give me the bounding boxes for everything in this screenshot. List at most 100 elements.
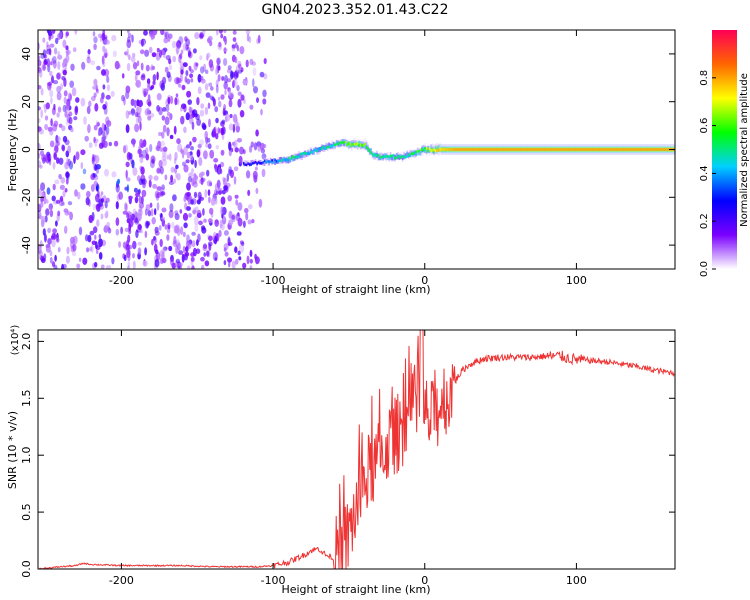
- noise-speck: [96, 121, 100, 127]
- noise-speck: [118, 191, 123, 200]
- ridge-cell: [389, 155, 392, 161]
- noise-speck: [145, 153, 150, 161]
- ridge-cell: [565, 148, 567, 151]
- ridge-cell: [380, 155, 383, 159]
- ridge-cell: [436, 143, 438, 155]
- noise-speck: [62, 104, 67, 113]
- ridge-cell: [448, 148, 450, 151]
- noise-speck: [223, 30, 227, 34]
- noise-speck: [97, 190, 100, 198]
- ridge-cell: [497, 148, 500, 151]
- noise-speck: [214, 236, 217, 245]
- ridge-cell: [253, 161, 255, 165]
- noise-speck: [121, 94, 125, 102]
- ridge-cell: [512, 148, 515, 151]
- noise-speck: [197, 191, 202, 200]
- noise-speck: [54, 47, 58, 55]
- noise-speck: [226, 78, 232, 83]
- noise-speck: [40, 192, 45, 198]
- noise-speck: [134, 123, 140, 133]
- noise-speck: [183, 126, 187, 134]
- noise-speck: [80, 149, 86, 156]
- ridge-cell: [431, 149, 434, 152]
- noise-speck: [201, 122, 206, 129]
- ridge-cell: [301, 152, 303, 160]
- noise-speck: [41, 154, 47, 162]
- noise-speck: [137, 115, 142, 124]
- ridge-cell: [401, 154, 404, 162]
- noise-speck: [186, 151, 191, 159]
- ridge-cell: [284, 158, 287, 162]
- y-tick-label: 0: [20, 146, 33, 153]
- noise-speck: [231, 214, 235, 220]
- noise-speck: [196, 149, 201, 158]
- noise-speck: [179, 209, 183, 214]
- noise-speck: [125, 110, 130, 119]
- ridge-cell: [631, 148, 633, 151]
- ridge-cell: [391, 155, 393, 160]
- noise-speck: [57, 51, 61, 56]
- noise-speck: [58, 157, 64, 165]
- ridge-cell: [275, 160, 278, 163]
- noise-speck: [187, 176, 192, 183]
- ridge-cell: [347, 142, 350, 145]
- noise-speck: [189, 141, 192, 146]
- ridge-cell: [376, 150, 378, 158]
- noise-speck: [188, 106, 192, 114]
- ridge-cell: [394, 156, 396, 160]
- ridge-cell: [649, 148, 651, 151]
- ridge-cell: [331, 140, 333, 148]
- noise-speck: [49, 209, 54, 218]
- noise-speck: [152, 65, 155, 70]
- ridge-cell: [400, 151, 402, 159]
- ridge-cell: [268, 160, 270, 166]
- noise-speck: [156, 202, 160, 211]
- noise-speck: [94, 103, 99, 112]
- ridge-cell: [514, 148, 516, 151]
- noise-speck: [258, 198, 263, 208]
- ridge-cell: [614, 148, 617, 151]
- noise-speck: [165, 30, 169, 35]
- noise-speck: [180, 69, 184, 75]
- noise-speck: [228, 261, 231, 268]
- ridge-cell: [427, 146, 429, 151]
- ridge-cell: [650, 148, 653, 151]
- noise-speck: [223, 260, 227, 266]
- ridge-cell: [641, 148, 644, 151]
- noise-speck: [215, 67, 219, 76]
- noise-speck: [249, 249, 253, 257]
- ridge-cell: [313, 148, 315, 152]
- noise-speck: [53, 103, 56, 111]
- noise-speck: [132, 240, 137, 250]
- ridge-cell: [487, 148, 489, 151]
- noise-speck: [39, 212, 42, 218]
- noise-speck: [164, 174, 168, 181]
- noise-speck: [102, 84, 106, 90]
- noise-speck: [215, 190, 219, 196]
- noise-speck: [131, 34, 134, 43]
- ridge-cell: [418, 150, 420, 156]
- ridge-cell: [281, 157, 284, 165]
- noise-speck: [163, 246, 168, 251]
- ridge-cell: [587, 148, 590, 151]
- ridge-cell: [425, 147, 428, 150]
- ridge-cell: [455, 148, 458, 151]
- noise-speck: [82, 168, 87, 175]
- noise-speck: [67, 101, 71, 109]
- noise-speck: [68, 116, 73, 125]
- noise-speck: [208, 235, 213, 242]
- noise-speck: [179, 66, 185, 71]
- y-tick-label: 1.0: [20, 446, 33, 464]
- noise-speck: [166, 127, 170, 137]
- noise-speck: [132, 167, 138, 176]
- noise-speck: [220, 206, 224, 216]
- ridge-cell: [283, 159, 285, 162]
- ridge-cell: [590, 148, 593, 151]
- noise-speck: [64, 161, 69, 170]
- noise-speck: [216, 57, 221, 65]
- ridge-cell: [250, 163, 252, 166]
- noise-speck: [175, 244, 179, 254]
- ridge-cell: [350, 140, 353, 148]
- ridge-cell: [605, 148, 608, 151]
